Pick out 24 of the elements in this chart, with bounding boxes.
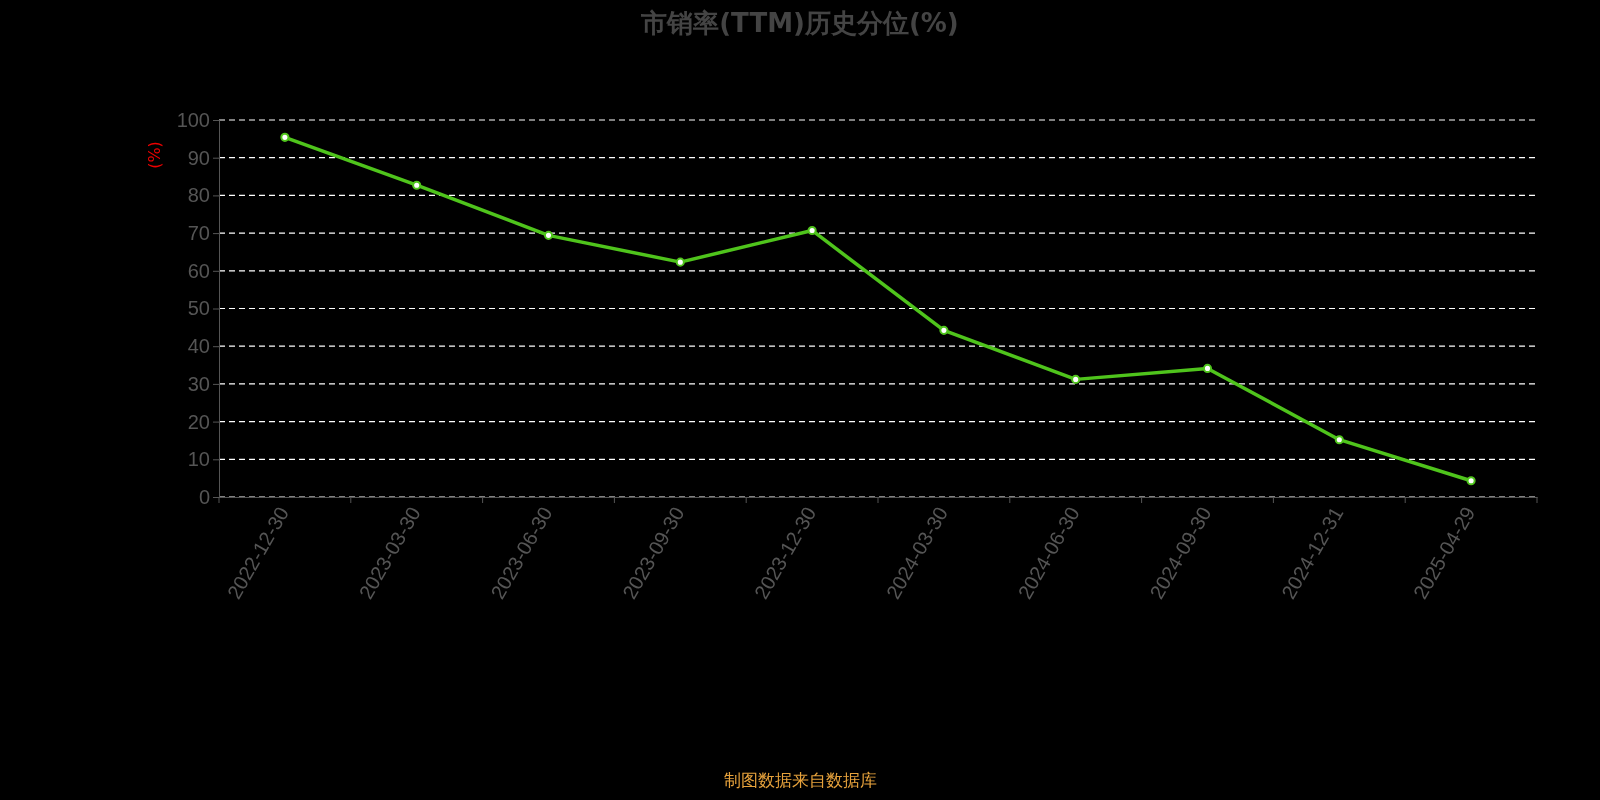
point — [675, 257, 685, 267]
y-tick-label: 10 — [187, 448, 210, 471]
y-tick-label: 20 — [187, 410, 210, 433]
point — [543, 230, 554, 240]
y-tick-label: 40 — [187, 335, 210, 358]
y-tick-label: 50 — [187, 297, 210, 320]
point — [1334, 435, 1344, 445]
y-tick-label: 90 — [187, 146, 210, 169]
text: 制图数据来自数据库 — [723, 770, 877, 790]
y-tick-label: 70 — [187, 222, 210, 244]
point — [1466, 476, 1476, 486]
y-tick-label: 100 — [176, 108, 210, 131]
y-tick-label: 60 — [187, 259, 210, 282]
point — [1071, 374, 1081, 384]
point — [1202, 363, 1213, 373]
point — [412, 180, 422, 190]
y-tick-label: 30 — [187, 372, 210, 395]
point — [939, 325, 949, 335]
y-axis-title: (%) — [145, 141, 164, 169]
y-tick-label: 0 — [198, 485, 210, 508]
point — [280, 132, 290, 142]
point — [807, 225, 817, 236]
chart-title: 市销率(TTM)历史分位(%) — [640, 8, 959, 38]
y-tick-label: 80 — [187, 184, 210, 207]
